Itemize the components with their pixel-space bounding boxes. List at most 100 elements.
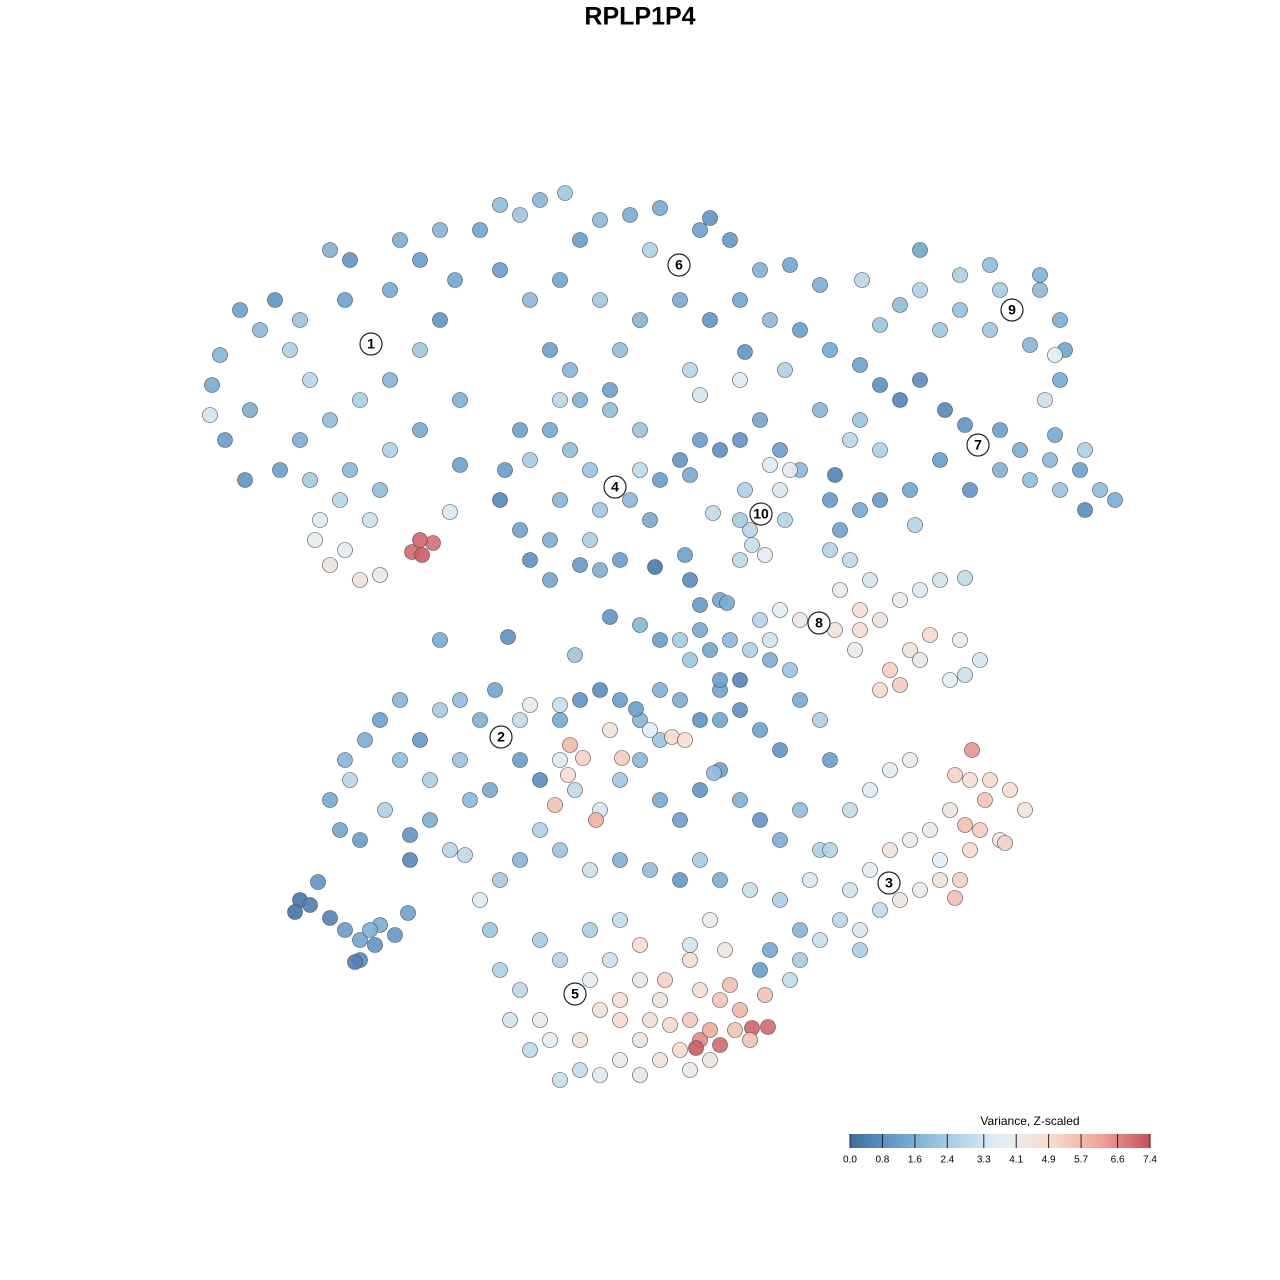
point — [757, 987, 773, 1003]
point — [772, 442, 788, 458]
point — [412, 732, 428, 748]
point — [792, 322, 808, 338]
point — [322, 242, 338, 258]
point — [822, 492, 838, 508]
point — [672, 632, 688, 648]
point — [582, 972, 598, 988]
point — [382, 372, 398, 388]
point — [682, 952, 698, 968]
point — [902, 832, 918, 848]
point — [422, 812, 438, 828]
point — [1032, 267, 1048, 283]
point — [762, 652, 778, 668]
point — [557, 185, 573, 201]
point — [752, 722, 768, 738]
point — [722, 977, 738, 993]
cluster-label: 5 — [571, 986, 579, 1002]
point — [632, 617, 648, 633]
point — [772, 602, 788, 618]
point — [632, 972, 648, 988]
point — [402, 827, 418, 843]
point — [432, 632, 448, 648]
point — [442, 842, 458, 858]
point — [777, 512, 793, 528]
point — [912, 282, 928, 298]
point — [947, 767, 963, 783]
point — [727, 1022, 743, 1038]
point — [652, 200, 668, 216]
point — [1002, 782, 1018, 798]
point — [772, 832, 788, 848]
point — [702, 912, 718, 928]
point — [357, 732, 373, 748]
point — [652, 992, 668, 1008]
point — [922, 822, 938, 838]
point — [522, 697, 538, 713]
point — [267, 292, 283, 308]
point — [552, 952, 568, 968]
point — [742, 642, 758, 658]
point — [512, 522, 528, 538]
point — [367, 937, 383, 953]
points — [202, 185, 1123, 1088]
cluster-badge — [966, 433, 990, 457]
colorbar-tick-label: 1.6 — [908, 1155, 922, 1166]
point — [672, 812, 688, 828]
point — [567, 647, 583, 663]
point — [772, 742, 788, 758]
point — [760, 1019, 776, 1035]
point — [1017, 802, 1033, 818]
point — [972, 822, 988, 838]
point — [632, 312, 648, 328]
point — [562, 737, 578, 753]
point — [352, 572, 368, 588]
point — [452, 392, 468, 408]
point — [812, 712, 828, 728]
cluster-badge — [359, 332, 383, 356]
point — [412, 532, 428, 548]
point — [602, 382, 618, 398]
point — [957, 417, 973, 433]
colorbar-tick-label: 4.1 — [1009, 1155, 1023, 1166]
point — [592, 502, 608, 518]
point — [706, 765, 722, 781]
point — [532, 772, 548, 788]
point — [702, 1052, 718, 1068]
point — [632, 1032, 648, 1048]
point — [692, 222, 708, 238]
point — [457, 847, 473, 863]
point — [647, 559, 663, 575]
point — [732, 672, 748, 688]
point — [552, 392, 568, 408]
colorbar: Variance, Z-scaled 0.0 0.8 1.6 2.4 3.3 4.1 4.9 5… — [843, 1114, 1157, 1165]
point — [582, 922, 598, 938]
point — [792, 612, 808, 628]
point — [902, 642, 918, 658]
cluster-labels: 1 2 3 4 5 6 7 8 9 10 — [359, 253, 1024, 1006]
point — [742, 1032, 758, 1048]
point — [204, 377, 220, 393]
point — [552, 752, 568, 768]
point — [547, 797, 563, 813]
point — [1047, 347, 1063, 363]
point — [672, 452, 688, 468]
point — [572, 1032, 588, 1048]
point — [862, 572, 878, 588]
point — [588, 812, 604, 828]
point — [872, 612, 888, 628]
point — [872, 377, 888, 393]
point — [902, 482, 918, 498]
point — [872, 902, 888, 918]
point — [882, 762, 898, 778]
point — [732, 512, 748, 528]
point — [492, 962, 508, 978]
point — [432, 312, 448, 328]
point — [682, 467, 698, 483]
point — [632, 462, 648, 478]
point — [482, 782, 498, 798]
point — [252, 322, 268, 338]
point — [712, 712, 728, 728]
point — [737, 482, 753, 498]
point — [532, 192, 548, 208]
point — [414, 547, 430, 563]
